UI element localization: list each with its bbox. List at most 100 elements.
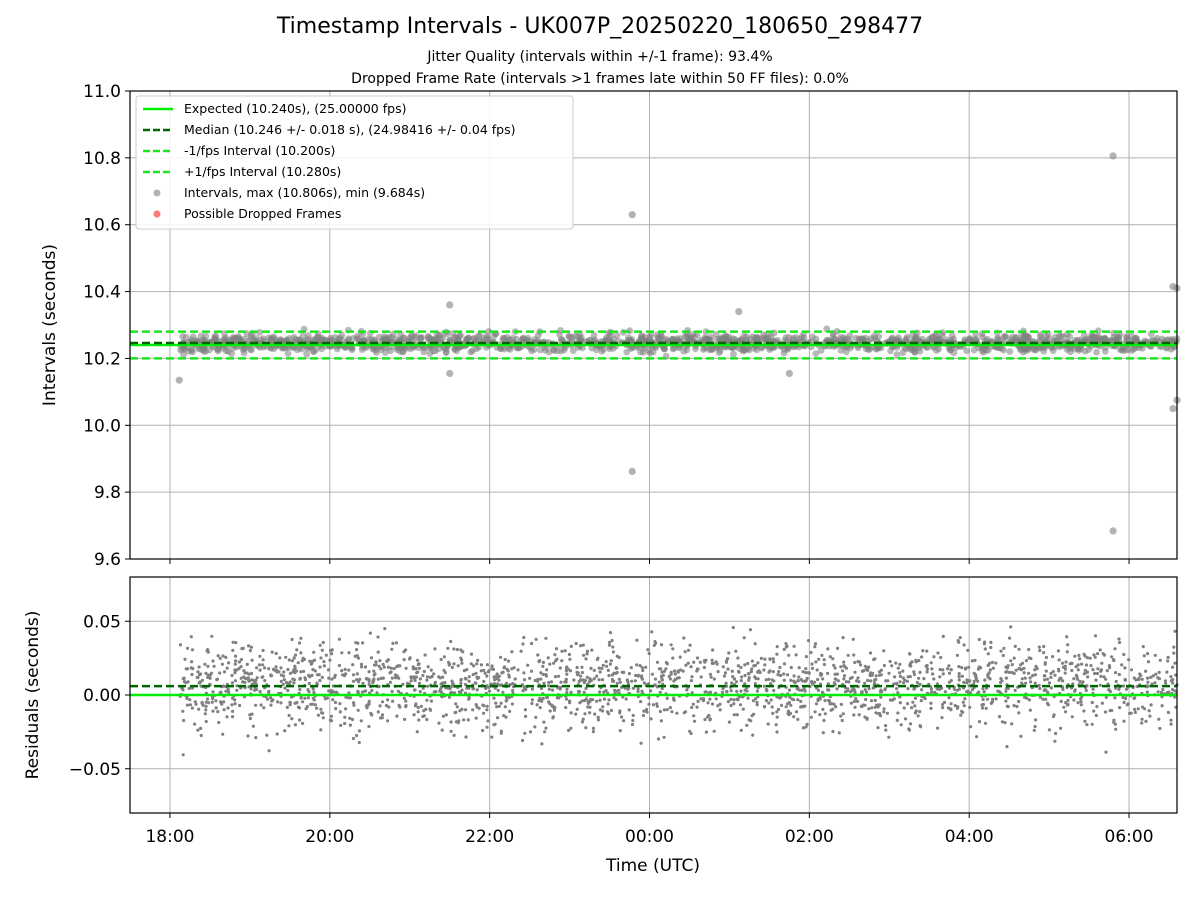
- residual-point: [593, 713, 596, 716]
- residual-point: [267, 690, 270, 693]
- residual-point: [244, 671, 247, 674]
- residual-point: [516, 668, 519, 671]
- residual-point: [801, 679, 804, 682]
- residual-point: [1080, 703, 1083, 706]
- residual-point: [987, 664, 990, 667]
- residual-point: [855, 679, 858, 682]
- residual-point: [482, 712, 485, 715]
- residual-point: [817, 689, 820, 692]
- residual-point: [1118, 673, 1121, 676]
- residual-point: [740, 729, 743, 732]
- residual-point: [989, 677, 992, 680]
- residual-point: [1167, 711, 1170, 714]
- residual-point: [265, 734, 268, 737]
- residual-point: [590, 649, 593, 652]
- interval-outlier-point: [735, 308, 742, 315]
- residual-point: [711, 662, 714, 665]
- residual-point: [1096, 652, 1099, 655]
- residual-point: [386, 698, 389, 701]
- residual-point: [1009, 659, 1012, 662]
- residual-point: [1153, 681, 1156, 684]
- top-y-tick-label: 10.6: [83, 216, 121, 236]
- residual-point: [322, 641, 325, 644]
- residual-point: [921, 649, 924, 652]
- residual-point: [729, 698, 732, 701]
- residual-point: [641, 669, 644, 672]
- residual-point: [831, 657, 834, 660]
- residual-point: [497, 689, 500, 692]
- residual-point: [767, 722, 770, 725]
- residual-point: [724, 671, 727, 674]
- residual-point: [767, 701, 770, 704]
- residual-point: [559, 681, 562, 684]
- residual-point: [702, 697, 705, 700]
- residual-point: [251, 659, 254, 662]
- residual-point: [425, 679, 428, 682]
- residual-point: [770, 698, 773, 701]
- residual-point: [482, 680, 485, 683]
- residual-point: [754, 664, 757, 667]
- residual-point: [226, 667, 229, 670]
- residual-point: [924, 697, 927, 700]
- residual-point: [962, 701, 965, 704]
- residual-point: [991, 661, 994, 664]
- residual-point: [811, 667, 814, 670]
- residual-point: [1020, 682, 1023, 685]
- residual-point: [786, 673, 789, 676]
- residual-point: [508, 696, 511, 699]
- residual-point: [1104, 751, 1107, 754]
- residual-point: [1064, 672, 1067, 675]
- residual-point: [1124, 697, 1127, 700]
- residual-point: [492, 697, 495, 700]
- residual-point: [499, 656, 502, 659]
- residual-points: [179, 625, 1179, 756]
- residual-point: [765, 689, 768, 692]
- residual-point: [883, 707, 886, 710]
- residual-point: [853, 700, 856, 703]
- residual-point: [696, 656, 699, 659]
- residual-point: [788, 689, 791, 692]
- residual-point: [204, 712, 207, 715]
- residual-point: [615, 667, 618, 670]
- residual-point: [568, 701, 571, 704]
- residual-point: [619, 729, 622, 732]
- residual-point: [763, 685, 766, 688]
- residual-point: [823, 663, 826, 666]
- residual-point: [420, 705, 423, 708]
- residual-point: [542, 721, 545, 724]
- residual-point: [898, 671, 901, 674]
- residual-point: [500, 702, 503, 705]
- residual-point: [840, 703, 843, 706]
- residual-point: [582, 644, 585, 647]
- residual-point: [1041, 698, 1044, 701]
- residual-point: [505, 698, 508, 701]
- residual-point: [784, 642, 787, 645]
- residual-point: [377, 651, 380, 654]
- residual-point: [358, 678, 361, 681]
- residual-point: [1126, 703, 1129, 706]
- legend-dropped-marker: [154, 211, 161, 218]
- residual-point: [598, 699, 601, 702]
- interval-point: [571, 333, 578, 340]
- residual-point: [280, 680, 283, 683]
- residual-point: [246, 663, 249, 666]
- residual-point: [314, 703, 317, 706]
- residual-point: [247, 678, 250, 681]
- residual-point: [217, 654, 220, 657]
- residual-point: [631, 723, 634, 726]
- residual-point: [880, 690, 883, 693]
- residual-point: [559, 666, 562, 669]
- residual-point: [358, 729, 361, 732]
- residual-point: [932, 677, 935, 680]
- residual-point: [215, 706, 218, 709]
- residual-point: [796, 718, 799, 721]
- residual-point: [1038, 687, 1041, 690]
- residual-point: [856, 660, 859, 663]
- residual-point: [958, 678, 961, 681]
- residual-point: [1156, 676, 1159, 679]
- residual-point: [886, 712, 889, 715]
- residual-point: [414, 688, 417, 691]
- residual-point: [1045, 656, 1048, 659]
- residual-point: [1024, 682, 1027, 685]
- residual-point: [796, 698, 799, 701]
